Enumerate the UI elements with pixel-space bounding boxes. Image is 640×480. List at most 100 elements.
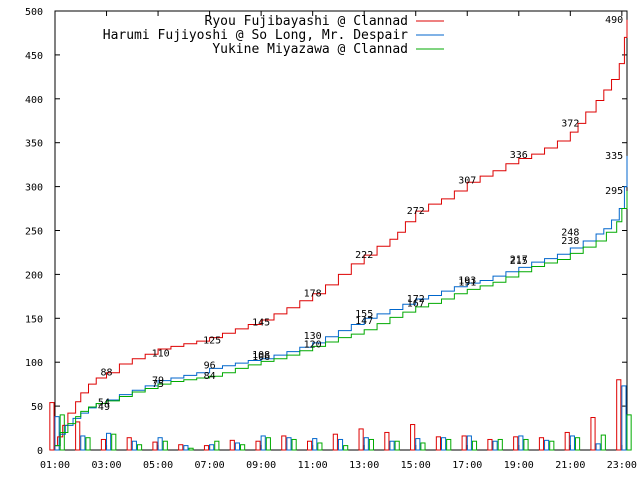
bar [136,444,143,451]
data-label: 84 [204,371,216,382]
bar [574,437,581,451]
bar [157,437,163,451]
y-tick-label: 400 [25,95,43,106]
series-line [55,155,628,447]
bar [497,438,503,451]
bar [358,428,364,451]
data-label: 88 [101,368,113,379]
y-tick-label: 0 [37,446,43,457]
bar [178,444,184,451]
y-tick-label: 150 [25,314,43,325]
hourly-bars [49,379,632,451]
data-label: 167 [407,298,425,309]
bar [523,438,529,451]
bar [100,438,107,451]
data-label: 106 [252,352,270,363]
data-label: 155 [355,309,373,320]
bar [240,444,246,451]
series-line [55,190,628,447]
bar [626,414,632,451]
bar [440,437,447,451]
bar [75,421,81,451]
bar [487,438,493,451]
bar [461,435,467,451]
y-tick-label: 300 [25,183,43,194]
y-tick-label: 350 [25,139,43,150]
data-labels: 88 110 125 145 178 222 272 307 336 372 490 54 79 96 10… [98,15,623,413]
bar [307,440,313,451]
bar [106,432,112,451]
bar [538,437,545,451]
data-label: 147 [355,316,373,327]
bar [410,424,416,451]
bar [621,385,627,451]
bar [549,440,555,451]
bar [255,440,261,451]
bar [152,441,158,451]
bar [214,440,220,451]
bar [80,435,86,451]
data-label: 193 [458,276,476,287]
y-tick-label: 450 [25,51,43,62]
bar [229,439,235,451]
y-tick-label: 50 [31,402,43,413]
x-tick-label: 15:00 [401,460,431,471]
bar [564,431,570,451]
data-label: 110 [152,348,170,359]
data-label: 178 [304,289,322,300]
bar [415,438,421,451]
legend-entry-label: Harumi Fujiyoshi @ So Long, Mr. Despair [103,28,408,43]
data-label: 372 [561,118,579,129]
x-tick-label: 13:00 [349,460,379,471]
x-tick-label: 05:00 [143,460,173,471]
bar [126,437,132,451]
bar [162,440,168,451]
data-label: 215 [510,256,528,267]
data-label: 120 [304,340,322,351]
axis-ticks: 0 50 100 150 200 250 300 350 400 450 500 01:00 03:00… [25,7,637,471]
data-label: 295 [605,186,623,197]
bar [435,436,441,451]
legend-entry-label: Ryou Fujibayashi @ Clannad [205,14,409,29]
bar [471,440,478,451]
bar [590,417,596,451]
cumulative-lines [55,19,628,447]
bar [234,442,241,451]
bar [188,447,194,451]
data-label: 217 [510,254,528,265]
x-tick-label: 17:00 [452,460,482,471]
bar [384,431,390,451]
data-label: 191 [458,277,476,288]
data-label: 108 [252,350,270,361]
bar [312,438,318,451]
data-label: 79 [152,376,164,387]
data-label: 96 [204,361,216,372]
series-line [55,19,628,447]
bar [183,445,189,451]
y-tick-label: 250 [25,227,43,238]
x-tick-label: 01:00 [40,460,70,471]
bar [363,437,369,451]
x-tick-label: 03:00 [91,460,121,471]
bar [49,402,55,451]
data-label: 238 [561,236,579,247]
bar [368,438,374,451]
bar [569,435,575,451]
bar [54,416,60,451]
x-tick-label: 09:00 [246,460,276,471]
bar [209,444,215,451]
bar [265,437,271,451]
legend-entry-label: Yukine Miyazawa @ Clannad [212,42,408,57]
bar [343,445,349,451]
bar [85,437,91,451]
data-label: 125 [203,335,221,346]
x-tick-label: 19:00 [504,460,534,471]
bar [317,442,323,451]
data-label: 222 [355,250,373,261]
y-tick-label: 100 [25,358,43,369]
data-label: 172 [407,294,425,305]
data-label: 49 [98,402,110,413]
y-tick-label: 200 [25,270,43,281]
